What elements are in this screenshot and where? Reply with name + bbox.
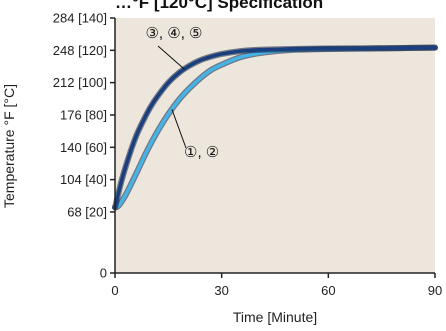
y-tick-label: 140 [60] — [60, 140, 107, 155]
x-tick-label: 30 — [214, 283, 228, 298]
y-tick-label: 248 [120] — [53, 43, 107, 58]
chart-title: …°F [120°C] Specification — [115, 0, 323, 12]
annotation-layer: ③, ④, ⑤ ①, ② — [145, 25, 219, 161]
plot-area — [115, 18, 435, 273]
annotation-label: ③, ④, ⑤ — [145, 25, 202, 42]
y-tick-label: 68 [20] — [67, 204, 107, 219]
series-line-0 — [113, 45, 437, 210]
y-tick-label: 176 [80] — [60, 107, 107, 122]
x-tick-group: 0 30 60 90 — [111, 273, 442, 298]
x-tick-label: 90 — [428, 283, 442, 298]
x-tick-label: 0 — [111, 283, 118, 298]
y-tick-label: 0 — [100, 266, 107, 281]
y-tick-label: 284 [140] — [53, 11, 107, 26]
y-tick-label: 104 [40] — [60, 172, 107, 187]
annotation-label: ①, ② — [184, 144, 219, 161]
annotation-leader — [171, 109, 187, 149]
y-tick-group: 0 68 [20] 104 [40] 140 [60] 176 [80] 212 [100… — [53, 11, 115, 281]
annotation-leader — [157, 45, 185, 70]
x-axis-label: Time [Minute] — [233, 309, 317, 325]
x-tick-label: 60 — [321, 283, 335, 298]
y-tick-label: 212 [100] — [53, 75, 107, 90]
y-axis-label: Temperature °F [°C] — [1, 84, 17, 208]
series-layer — [112, 44, 438, 211]
